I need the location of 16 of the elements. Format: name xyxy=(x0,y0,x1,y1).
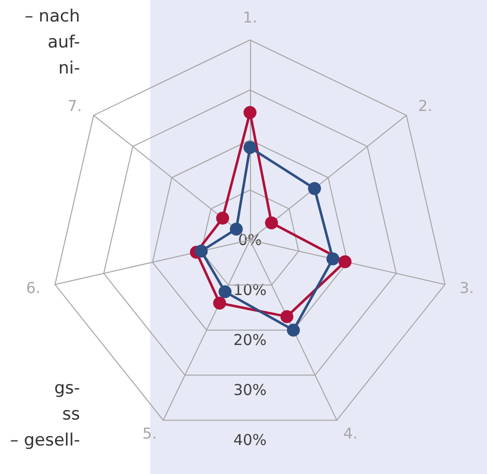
y-tick-label: 30% xyxy=(233,381,267,399)
y-tick-label: 20% xyxy=(233,331,267,349)
text: – nach xyxy=(24,6,80,26)
spoke-label: 7. xyxy=(68,96,82,115)
text: ni- xyxy=(58,58,80,78)
spoke-label: 2. xyxy=(418,96,432,115)
spoke-label: 1. xyxy=(242,8,258,26)
text: ss xyxy=(62,404,80,424)
text: gs- xyxy=(54,378,80,398)
text: – gesell- xyxy=(10,430,80,450)
text: auf- xyxy=(48,32,80,52)
y-tick-label: 40% xyxy=(233,431,267,449)
spoke-label: 3. xyxy=(460,278,474,297)
spoke-label: 4. xyxy=(343,424,358,443)
spoke-label: 6. xyxy=(26,278,40,297)
spoke-label: 5. xyxy=(142,424,157,443)
